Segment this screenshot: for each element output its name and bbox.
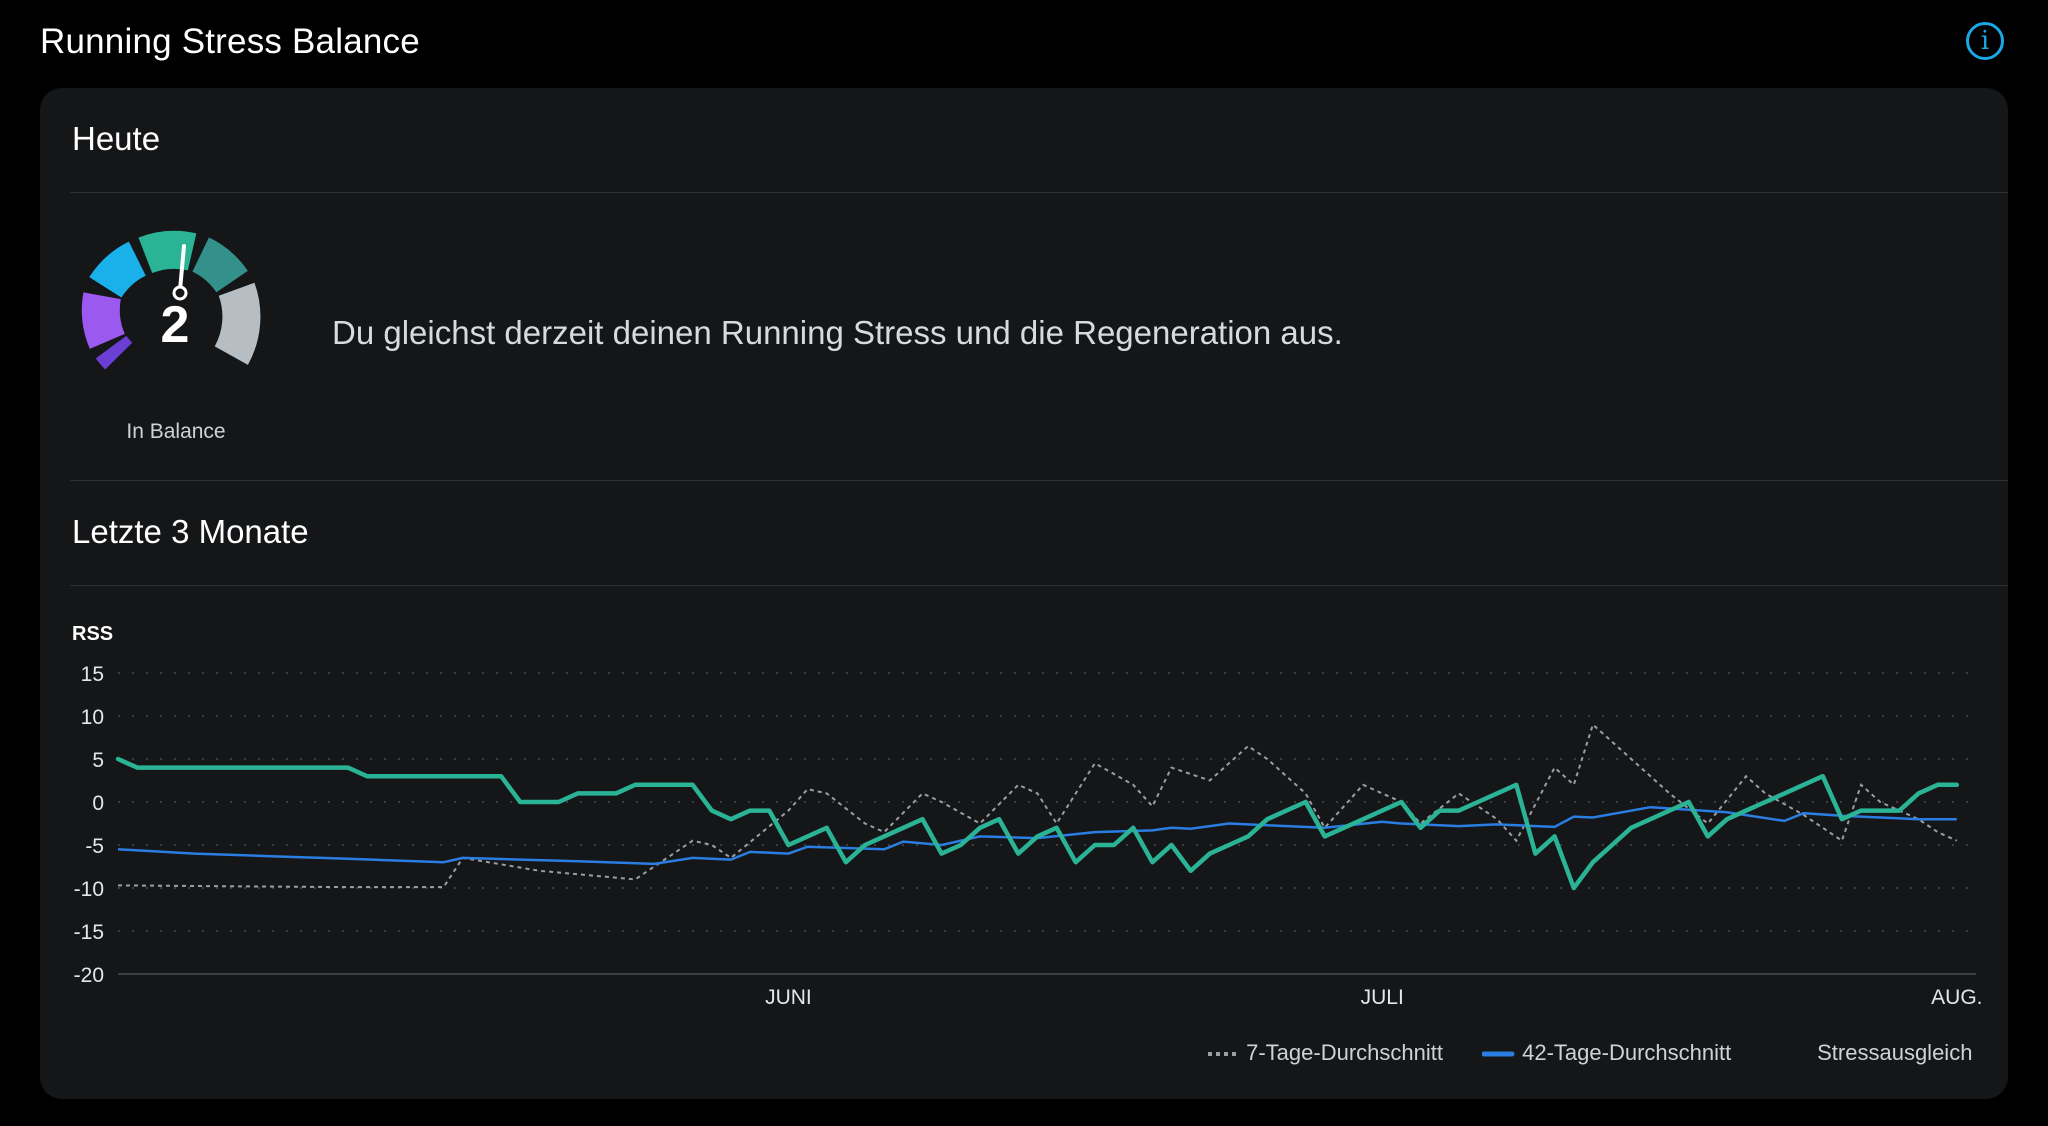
gauge-needle-pivot — [172, 285, 188, 301]
y-tick-label: 0 — [92, 792, 104, 815]
rss-chart: RSS 15 10 5 0 -5 -10 -15 -20 JUNI JULI AUG. — [72, 623, 1983, 1009]
gauge-segment-sky — [89, 241, 147, 299]
y-tick-label: -15 — [74, 921, 104, 944]
legend-item-42-day[interactable]: 42-Tage-Durchschnitt — [1481, 1040, 1732, 1066]
stress-balance-card: Heute 2 In Balance Du gleichst derzeit d… — [40, 88, 2008, 1099]
series-line-7-day — [117, 722, 1958, 889]
x-tick-label: JULI — [1361, 986, 1404, 1009]
divider-history — [70, 585, 2008, 586]
legend-swatch-gradient — [1776, 1051, 1810, 1057]
y-tick-label: 5 — [92, 749, 104, 772]
series-line-42-day — [117, 805, 1957, 866]
legend-label: Stressausgleich — [1817, 1040, 1973, 1065]
today-message: Du gleichst derzeit deinen Running Stres… — [332, 314, 1343, 351]
gauge-label: In Balance — [126, 420, 226, 443]
page-title: Running Stress Balance — [40, 22, 420, 61]
y-tick-label: -10 — [74, 878, 104, 901]
gauge-segment-grey — [214, 282, 261, 365]
history-section-title: Letzte 3 Monate — [72, 513, 309, 550]
y-tick-label: 10 — [81, 706, 104, 729]
x-tick-label: JUNI — [765, 986, 812, 1009]
series-line-stress-balance — [115, 756, 1960, 891]
legend-label: 7-Tage-Durchschnitt — [1246, 1040, 1443, 1065]
legend-swatch-blue — [1481, 1051, 1515, 1057]
legend-item-7-day[interactable]: 7-Tage-Durchschnitt — [1206, 1040, 1443, 1066]
x-tick-label: AUG. — [1931, 986, 1982, 1009]
y-tick-label: -20 — [74, 964, 104, 987]
legend-item-stress-balance[interactable]: Stressausgleich — [1776, 1040, 1973, 1066]
gauge-segment-green — [138, 230, 197, 274]
y-tick-label: 15 — [81, 663, 104, 686]
gauge-segment-purple — [81, 292, 126, 349]
gauge-segment-purple-dark — [95, 335, 133, 370]
y-tick-label: -5 — [85, 835, 104, 858]
gauge-needle — [178, 244, 186, 292]
info-icon[interactable]: i — [1966, 22, 2004, 60]
legend-label: 42-Tage-Durchschnitt — [1522, 1040, 1732, 1065]
divider-history-top — [70, 480, 2008, 481]
gauge-value: 2 — [160, 296, 190, 354]
legend-swatch-dotted — [1208, 1052, 1238, 1057]
balance-gauge — [81, 230, 261, 370]
gauge-segment-teal — [191, 237, 248, 293]
y-axis-label: RSS — [72, 623, 113, 645]
today-section-title: Heute — [72, 120, 161, 157]
divider-today — [70, 192, 2008, 193]
